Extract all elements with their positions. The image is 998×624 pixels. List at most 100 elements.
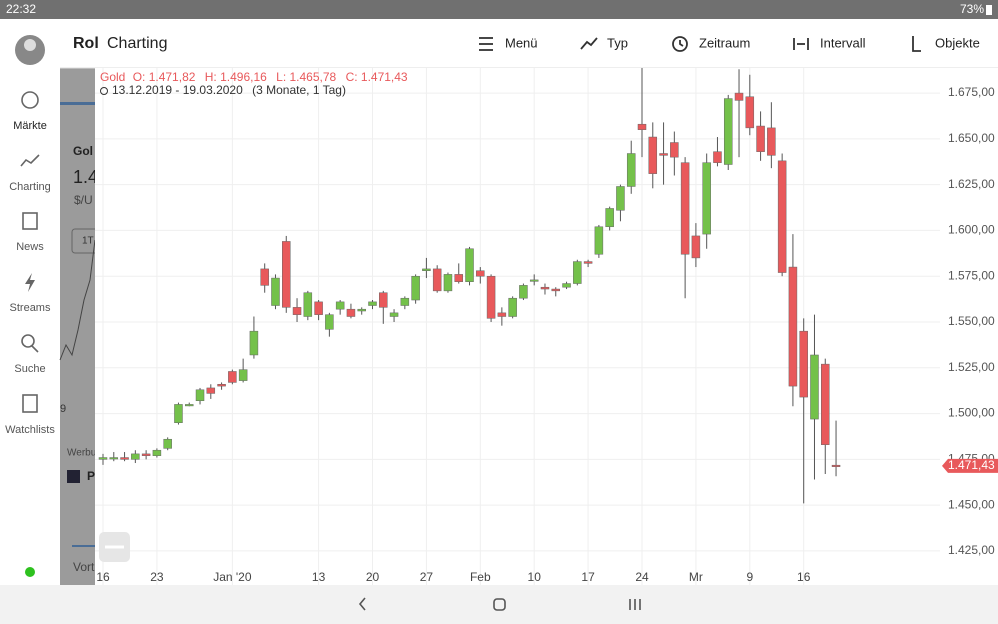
candle-body [745,96,755,129]
candle-body [670,142,679,158]
nav-label[interactable]: News [16,241,44,253]
y-tick-label: 1.550,00 [948,314,995,328]
candle-body [573,261,582,284]
candle-body [368,301,377,306]
battery-icon [986,5,992,15]
objects-icon[interactable] [912,36,921,52]
candle-body [659,153,668,156]
candle-body [335,301,345,310]
menu-icon[interactable] [479,37,493,51]
toolbar-button[interactable]: Zeitraum [699,35,750,50]
interval-icon[interactable] [793,38,809,50]
y-tick-label: 1.625,00 [948,177,995,191]
candle-body [702,162,711,235]
candle-body [767,127,776,156]
bg-chart [59,239,96,361]
toolbar-button[interactable]: Intervall [820,35,866,50]
candle-body [486,275,496,319]
candle-body [508,297,517,317]
candle-body [799,330,808,398]
legend-ohlc: C: 1.471,43 [346,70,408,84]
candle-body [422,268,431,271]
candle-body [626,153,636,187]
candle-body [821,363,830,445]
candle-body [346,308,356,317]
nav-label[interactable]: Suche [14,363,45,375]
charting-icon[interactable] [20,154,40,167]
y-tick-label: 1.500,00 [948,406,995,420]
nav-label[interactable]: Streams [10,302,51,314]
recents-button[interactable] [629,599,641,610]
period-icon-small [100,87,108,95]
bg-text: Gol [73,144,93,158]
nav-label[interactable]: Märkte [13,120,47,132]
toolbar-title: Charting [107,35,167,52]
bg-text: 1.4 [73,167,98,187]
bg-text: Werbu [67,448,96,459]
toolbar-button[interactable]: Typ [607,35,628,50]
candle-body [228,371,237,383]
candle-body [616,186,625,211]
candle-body [810,354,819,420]
toolbar-button[interactable]: Objekte [935,35,980,50]
candle-body [519,285,528,299]
period-icon-hands [679,40,684,47]
status-bar [0,0,998,19]
y-tick-label: 1.575,00 [948,268,995,282]
grid [95,68,940,585]
bg-text: 9 [60,403,66,415]
background-tab [60,102,95,105]
news-icon[interactable] [22,212,38,230]
y-tick-label: 1.425,00 [948,543,995,557]
background-page [60,68,95,585]
price-tag-label: 1.471,43 [948,458,995,472]
bg-text: P [87,469,95,483]
legend-ohlc: L: 1.465,78 [276,70,336,84]
candle-body [497,312,507,317]
x-tick-label: 16 [96,570,110,584]
candle-body [271,277,280,306]
candle-body [605,208,614,228]
candle-body [184,404,194,407]
streams-icon[interactable] [25,273,35,292]
candle-body [325,314,334,330]
candle-body [443,274,453,292]
bg-logo [67,470,80,483]
bg-tab [72,545,95,547]
legend-name: Gold [100,70,125,84]
x-tick-label: 23 [150,570,164,584]
watchlist-icon[interactable] [22,394,38,413]
x-tick-label: 10 [528,570,542,584]
y-tick-label: 1.600,00 [948,223,995,237]
nav-label[interactable]: Watchlists [5,424,55,436]
y-tick-label: 1.650,00 [948,131,995,145]
candle-body [98,457,108,460]
candle-body [379,292,388,308]
nav-label[interactable]: Charting [9,181,51,193]
home-button[interactable] [493,598,506,611]
period-icon[interactable] [672,36,688,52]
candle-body [109,457,119,460]
type-icon[interactable] [580,37,598,50]
candle-body [713,151,722,163]
candle-body [217,384,226,387]
back-button[interactable] [358,597,366,611]
clock: 22:32 [6,2,36,16]
chart-area[interactable] [95,68,998,585]
candle-body [723,98,733,165]
markets-icon[interactable] [21,91,39,109]
x-tick-label: 27 [420,570,434,584]
search-icon[interactable] [21,334,35,348]
legend-ohlc: H: 1.496,16 [205,70,267,84]
x-tick-label: Mr [689,570,703,584]
candle-body [432,268,442,292]
candles [98,68,841,504]
x-tick-label: 16 [797,570,811,584]
candle-body [756,125,765,152]
candle-body [120,457,129,460]
x-tick-label: Jan '20 [213,570,252,584]
toolbar-button[interactable]: Menü [505,35,538,50]
candle-body [691,235,701,259]
bg-text: $/U [74,193,93,207]
